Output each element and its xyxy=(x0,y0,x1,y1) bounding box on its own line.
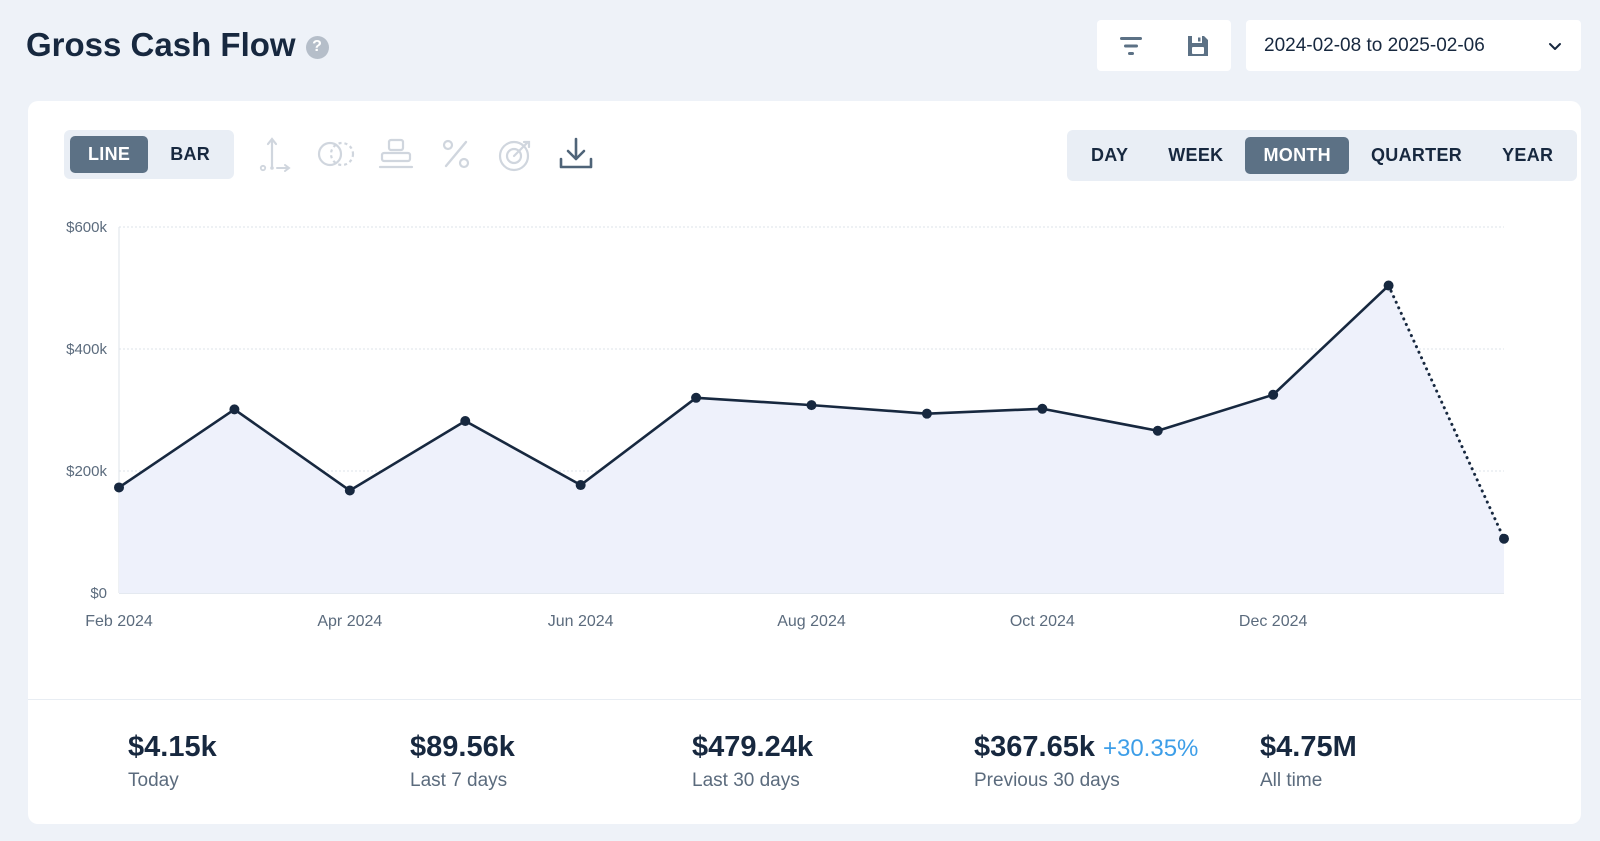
y-tick-label: $200k xyxy=(66,463,107,480)
filter-button[interactable] xyxy=(1097,20,1164,71)
period-week-button[interactable]: WEEK xyxy=(1168,145,1224,165)
data-point xyxy=(1383,280,1394,291)
date-range-select[interactable]: 2024-02-08 to 2025-02-06 xyxy=(1246,20,1581,71)
period-quarter-button[interactable]: QUARTER xyxy=(1370,145,1463,165)
download-button[interactable] xyxy=(556,134,596,174)
axis-tool-button[interactable] xyxy=(256,134,296,174)
data-point xyxy=(575,480,586,491)
data-point xyxy=(921,408,932,419)
line-chart-button[interactable]: LINE xyxy=(70,136,149,173)
x-tick-label: Feb 2024 xyxy=(85,613,153,630)
filter-icon xyxy=(1119,36,1142,55)
stat-label: Last 7 days xyxy=(410,770,508,791)
x-tick-label: Aug 2024 xyxy=(777,613,846,630)
help-icon[interactable]: ? xyxy=(305,35,329,59)
cash-flow-line-chart: $0 $200k $400k $600k Feb 2024 Apr 2024 Jun 20… xyxy=(66,219,1509,630)
stat-today: $4.15k Today xyxy=(128,731,217,792)
chevron-down-icon xyxy=(1549,42,1561,50)
chart-type-toggle: LINE BAR xyxy=(64,130,235,179)
x-tick-label: Apr 2024 xyxy=(317,613,382,630)
download-icon xyxy=(559,137,593,169)
divider xyxy=(28,699,1581,700)
stat-value: $4.75M xyxy=(1260,731,1357,763)
data-point xyxy=(691,392,702,403)
chart-area xyxy=(119,285,1504,593)
chart-tools xyxy=(256,132,596,176)
stat-value: $4.15k xyxy=(128,731,217,763)
x-tick-label: Jun 2024 xyxy=(548,613,614,630)
series-line-partial xyxy=(1387,284,1506,541)
period-toggle: DAY WEEK MONTH QUARTER YEAR xyxy=(1067,130,1578,181)
period-year-button[interactable]: YEAR xyxy=(1502,145,1554,165)
stat-label: Previous 30 days xyxy=(974,770,1120,791)
stat-label: Last 30 days xyxy=(692,770,800,791)
stat-value: $479.24k xyxy=(692,731,813,763)
stat-change-badge: +30.35% xyxy=(1102,735,1199,762)
data-point xyxy=(114,482,124,493)
chart-points xyxy=(114,280,1509,544)
percent-tool-button[interactable] xyxy=(436,134,476,174)
stat-last-7-days: $89.56k Last 7 days xyxy=(410,731,515,792)
area-fill xyxy=(119,285,1504,593)
stat-last-30-days: $479.24k Last 30 days xyxy=(692,731,813,792)
save-icon xyxy=(1187,35,1208,56)
data-point xyxy=(1037,403,1048,414)
data-point xyxy=(806,400,817,411)
stack-tool-button[interactable] xyxy=(376,134,416,174)
stat-value: $367.65k +30.35% xyxy=(974,731,1198,764)
y-axis-labels: $0 $200k $400k $600k xyxy=(66,219,107,602)
chart-series xyxy=(118,284,1506,541)
target-icon xyxy=(498,140,531,172)
data-point xyxy=(229,404,240,415)
data-point xyxy=(1152,425,1163,436)
stat-value-text: $367.65k xyxy=(974,731,1095,763)
chart-card: LINE BAR xyxy=(28,101,1581,824)
page-title-text: Gross Cash Flow xyxy=(26,26,296,63)
y-tick-label: $600k xyxy=(66,219,107,236)
save-button[interactable] xyxy=(1164,20,1231,71)
x-tick-label: Dec 2024 xyxy=(1239,613,1308,630)
compare-circles-icon xyxy=(317,141,355,167)
bar-chart-button[interactable]: BAR xyxy=(170,144,211,164)
target-tool-button[interactable] xyxy=(496,134,536,174)
y-tick-label: $400k xyxy=(66,341,107,358)
stat-value: $89.56k xyxy=(410,731,515,763)
axis-icon xyxy=(259,137,291,172)
period-day-button[interactable]: DAY xyxy=(1091,145,1129,165)
data-point xyxy=(1499,533,1509,544)
page-title: Gross Cash Flow ? xyxy=(26,26,329,64)
data-point xyxy=(460,415,471,426)
stack-icon xyxy=(378,138,414,169)
data-point xyxy=(1268,389,1279,400)
stat-all-time: $4.75M All time xyxy=(1260,731,1357,792)
data-point xyxy=(344,485,355,496)
x-tick-label: Oct 2024 xyxy=(1010,613,1075,630)
header-actions xyxy=(1097,20,1231,71)
date-range-value: 2024-02-08 to 2025-02-06 xyxy=(1264,34,1485,56)
percent-icon xyxy=(442,139,470,169)
x-axis-labels: Feb 2024 Apr 2024 Jun 2024 Aug 2024 Oct 2024… xyxy=(85,613,1307,630)
stat-label: All time xyxy=(1260,770,1323,791)
compare-tool-button[interactable] xyxy=(316,134,356,174)
series-line xyxy=(118,284,1390,492)
y-tick-label: $0 xyxy=(90,585,107,602)
stat-previous-30-days: $367.65k +30.35% Previous 30 days xyxy=(974,731,1198,792)
period-month-button[interactable]: MONTH xyxy=(1245,137,1349,174)
stat-label: Today xyxy=(128,770,179,791)
